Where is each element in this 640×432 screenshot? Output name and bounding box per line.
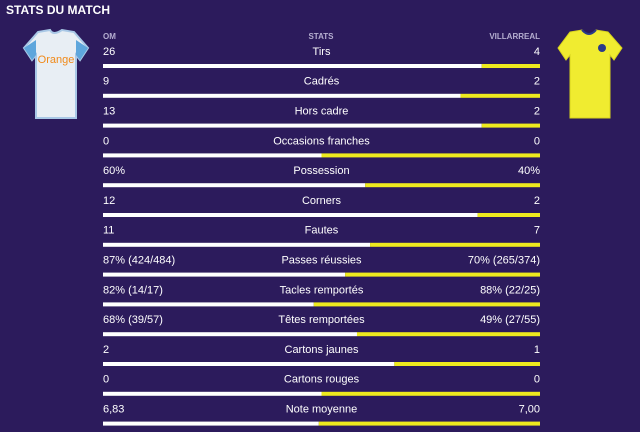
home-value: 0	[103, 135, 109, 147]
home-bar	[103, 183, 366, 188]
stat-label: Cartons jaunes	[285, 344, 359, 356]
stat-label: Cadrés	[304, 76, 340, 88]
away-value: 1	[534, 344, 540, 356]
away-bar	[321, 153, 540, 158]
away-bar	[460, 93, 540, 98]
away-value: 40%	[518, 165, 540, 177]
home-bar	[103, 64, 482, 68]
home-value: 82% (14/17)	[103, 284, 163, 296]
home-value: 68% (39/57)	[103, 314, 163, 326]
stat-label: Cartons rouges	[284, 374, 360, 386]
stats-header: STATS	[308, 32, 334, 41]
away-value: 2	[534, 76, 540, 88]
away-value: 7	[534, 225, 540, 237]
away-value: 49% (27/55)	[480, 314, 540, 326]
away-value: 2	[534, 195, 540, 207]
away-bar	[477, 213, 540, 217]
away-value: 88% (22/25)	[480, 284, 540, 296]
away-bar	[318, 421, 540, 426]
away-bar	[313, 302, 540, 307]
home-value: 2	[103, 344, 109, 356]
stat-label: Hors cadre	[295, 106, 349, 118]
stat-label: Note moyenne	[286, 404, 358, 416]
away-bar	[481, 64, 540, 68]
home-jersey: Orange	[22, 28, 90, 119]
home-value: 13	[103, 106, 115, 118]
stat-label: Têtes remportées	[278, 314, 365, 326]
away-bar	[394, 362, 540, 366]
away-value: 0	[534, 374, 540, 386]
home-value: 6,83	[103, 404, 124, 416]
away-value: 2	[534, 106, 540, 118]
stat-label: Possession	[293, 165, 349, 177]
away-bar	[356, 332, 540, 337]
away-value: 70% (265/374)	[468, 255, 540, 267]
home-bar	[103, 302, 314, 307]
home-bar	[103, 391, 322, 396]
stat-label: Tacles remportés	[280, 284, 364, 296]
away-bar	[321, 391, 540, 396]
away-bar	[481, 123, 540, 128]
away-jersey	[557, 29, 623, 119]
home-bar	[103, 93, 461, 98]
home-bar	[103, 332, 357, 337]
stat-label: Passes réussies	[281, 255, 362, 267]
home-value: 0	[103, 374, 109, 386]
home-value: 12	[103, 195, 115, 207]
away-value: 4	[534, 46, 540, 58]
stat-label: Occasions franches	[273, 135, 370, 147]
home-value: 60%	[103, 165, 125, 177]
away-bar	[345, 272, 540, 277]
away-value: 0	[534, 135, 540, 147]
home-bar	[103, 362, 395, 366]
home-bar	[103, 213, 478, 217]
home-bar	[103, 242, 371, 247]
away-bar	[370, 242, 540, 247]
home-value: 11	[103, 225, 114, 237]
stat-label: Tirs	[313, 46, 331, 58]
home-bar	[103, 421, 319, 426]
home-bar	[103, 153, 322, 158]
home-bar	[103, 123, 482, 128]
jersey-sponsor: Orange	[38, 54, 75, 66]
title: STATS DU MATCH	[6, 3, 110, 17]
away-bar	[365, 183, 540, 188]
stat-label: Corners	[302, 195, 342, 207]
home-value: 87% (424/484)	[103, 255, 175, 267]
home-header: OM	[103, 32, 116, 41]
stat-label: Fautes	[305, 225, 339, 237]
home-value: 9	[103, 76, 109, 88]
home-bar	[103, 272, 346, 277]
away-value: 7,00	[519, 404, 540, 416]
home-value: 26	[103, 46, 115, 58]
away-header: VILLARREAL	[489, 32, 540, 41]
